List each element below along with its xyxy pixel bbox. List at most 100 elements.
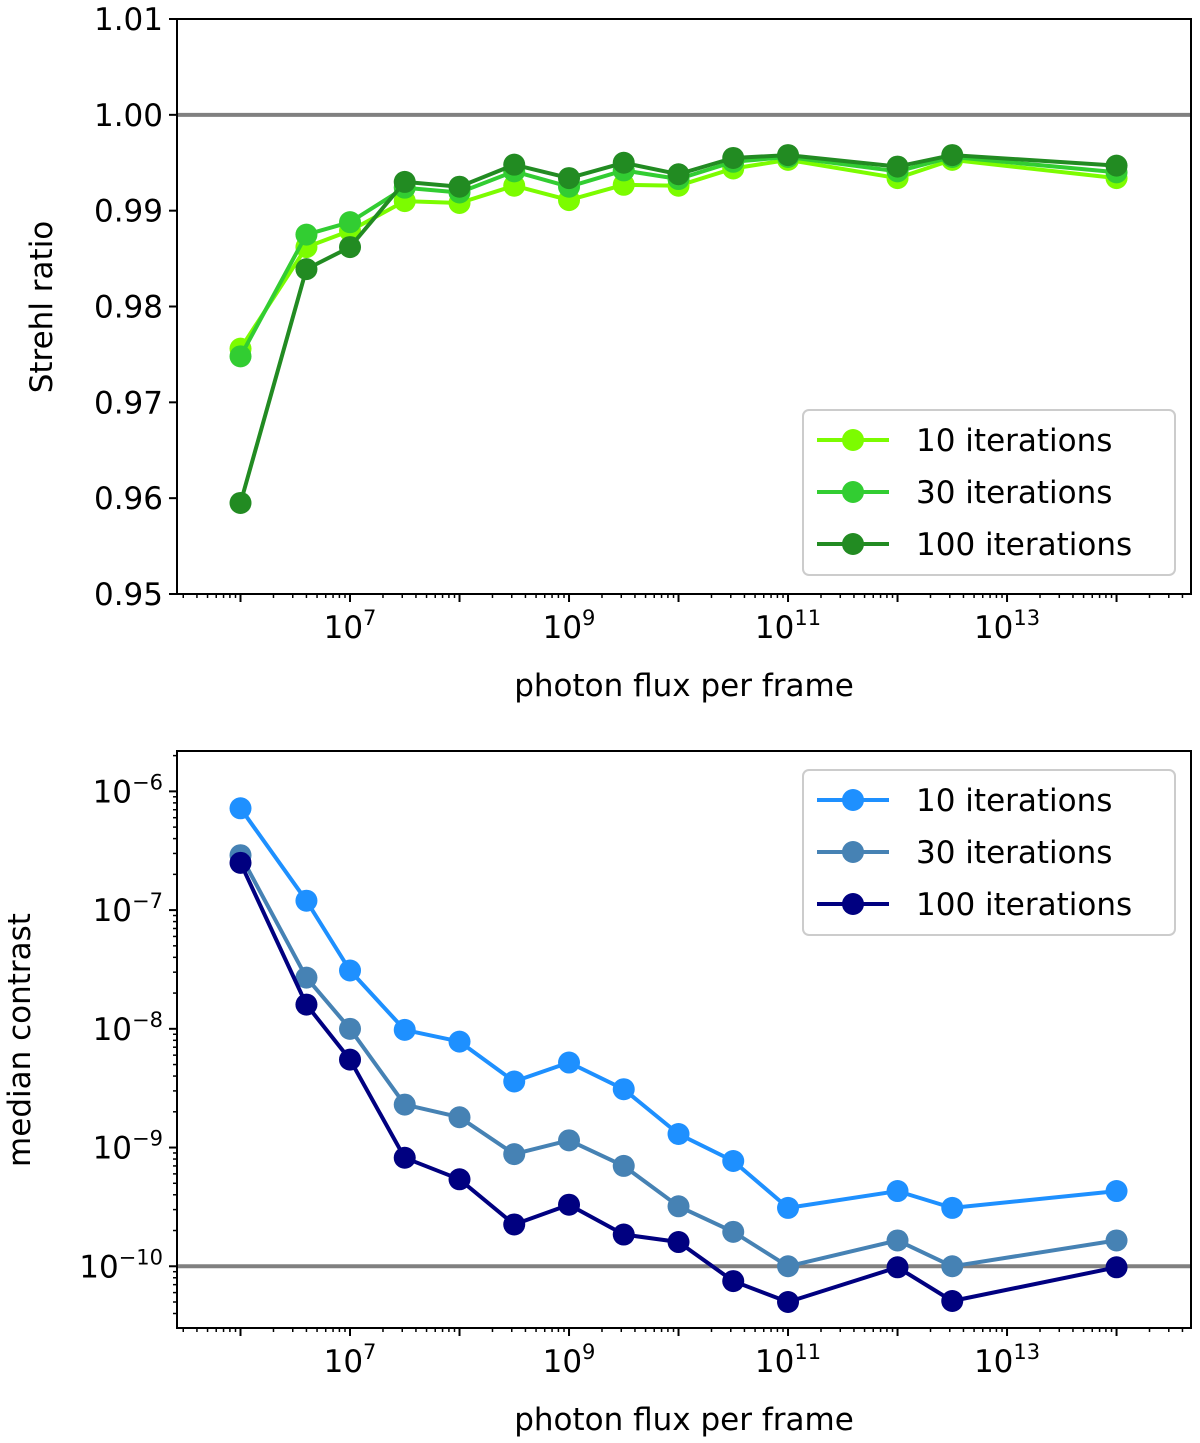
data-point <box>1105 1180 1128 1203</box>
data-point <box>503 1070 526 1093</box>
data-point <box>777 1291 800 1314</box>
data-point <box>393 1146 416 1169</box>
data-point <box>1105 1256 1128 1279</box>
y-tick-label: 0.95 <box>94 577 163 613</box>
y-axis-label: Strehl ratio <box>24 221 60 394</box>
data-point <box>295 258 318 281</box>
y-tick-label: 0.98 <box>94 290 163 326</box>
data-point <box>722 1220 745 1243</box>
x-tick-label: 1013 <box>974 606 1040 646</box>
data-point <box>295 993 318 1016</box>
data-point <box>612 1078 635 1101</box>
data-point <box>393 1018 416 1041</box>
data-point <box>229 345 252 368</box>
x-tick-label: 1011 <box>755 1340 821 1380</box>
x-tick-label: 107 <box>324 606 377 646</box>
data-point <box>612 1223 635 1246</box>
data-point <box>339 959 362 982</box>
y-tick-label: 10−8 <box>93 1008 163 1048</box>
data-point <box>503 1143 526 1166</box>
x-tick-label: 107 <box>324 1340 377 1380</box>
data-point <box>448 1106 471 1129</box>
series-line-3 <box>238 861 1117 1304</box>
x-tick-label: 109 <box>543 606 596 646</box>
data-point <box>941 1196 964 1219</box>
legend-label: 100 iterations <box>916 887 1132 923</box>
data-point <box>295 966 318 989</box>
data-point <box>229 851 252 874</box>
series-2 <box>229 844 1128 1278</box>
data-point <box>503 153 526 176</box>
y-tick-label: 10−7 <box>93 889 163 929</box>
data-point <box>558 1193 581 1216</box>
data-point <box>448 1030 471 1053</box>
axes-frame <box>176 750 1192 1329</box>
series-line-1 <box>238 807 1117 1210</box>
data-point <box>558 1129 581 1152</box>
data-point <box>339 1017 362 1040</box>
series-3 <box>229 851 1128 1314</box>
data-point <box>558 167 581 190</box>
y-tick-label: 0.96 <box>94 481 163 517</box>
x-tick-label: 1011 <box>755 606 821 646</box>
legend-label: 100 iterations <box>916 527 1132 563</box>
data-point <box>295 889 318 912</box>
series-1 <box>229 797 1128 1219</box>
data-point <box>886 155 909 178</box>
legend: 10 iterations 30 iterations 100 iterations <box>802 769 1176 936</box>
data-point <box>295 223 318 246</box>
data-point <box>558 1051 581 1074</box>
legend-label: 10 iterations <box>916 783 1112 819</box>
y-tick-label: 1.01 <box>94 2 163 38</box>
y-tick-label: 10−9 <box>93 1127 163 1167</box>
data-point <box>612 151 635 174</box>
data-point <box>393 170 416 193</box>
data-point <box>722 1270 745 1293</box>
x-tick-label: 1013 <box>974 1340 1040 1380</box>
legend-marker <box>842 789 864 811</box>
series-line-3 <box>238 153 1117 504</box>
legend-marker <box>842 841 864 863</box>
legend: 10 iterations 30 iterations 100 iterations <box>802 409 1176 576</box>
data-point <box>667 1123 690 1146</box>
data-point <box>886 1256 909 1279</box>
legend-marker <box>842 893 864 915</box>
data-point <box>448 175 471 198</box>
legend-frame <box>802 769 1176 936</box>
median-contrast-chart: 107 109 1011 1013 10−10 10−9 10−8 10−7 10−6 photo… <box>2 750 1192 1438</box>
data-point <box>393 1093 416 1116</box>
data-point <box>503 1213 526 1236</box>
legend-frame <box>802 409 1176 576</box>
x-axis-label: photon flux per frame <box>514 668 854 704</box>
data-point <box>612 1154 635 1177</box>
y-tick-label: 0.99 <box>94 194 163 230</box>
data-point <box>941 1289 964 1312</box>
legend-label: 30 iterations <box>916 835 1112 871</box>
legend-marker <box>842 533 864 555</box>
data-point <box>229 797 252 820</box>
y-tick-label: 0.97 <box>94 385 163 421</box>
x-axis-label: photon flux per frame <box>514 1402 854 1438</box>
legend-marker <box>842 481 864 503</box>
data-point <box>667 1231 690 1254</box>
data-point <box>777 1196 800 1219</box>
data-point <box>448 1168 471 1191</box>
data-point <box>722 146 745 169</box>
y-tick-label: 10−10 <box>79 1245 163 1285</box>
legend-marker <box>842 429 864 451</box>
data-point <box>886 1229 909 1252</box>
y-axis-label: median contrast <box>2 913 38 1167</box>
series-line-2 <box>238 854 1117 1269</box>
data-point <box>339 236 362 259</box>
data-point <box>777 144 800 167</box>
data-point <box>941 1255 964 1278</box>
data-point <box>941 144 964 167</box>
data-point <box>886 1180 909 1203</box>
legend-label: 10 iterations <box>916 423 1112 459</box>
strehl-ratio-chart: 107 109 1011 1013 0.95 0.96 0.97 0.98 0.99 1.00 1.… <box>24 2 1192 704</box>
data-point <box>1105 1229 1128 1252</box>
data-point <box>667 163 690 186</box>
y-tick-label: 1.00 <box>94 98 163 134</box>
data-point <box>1105 154 1128 177</box>
